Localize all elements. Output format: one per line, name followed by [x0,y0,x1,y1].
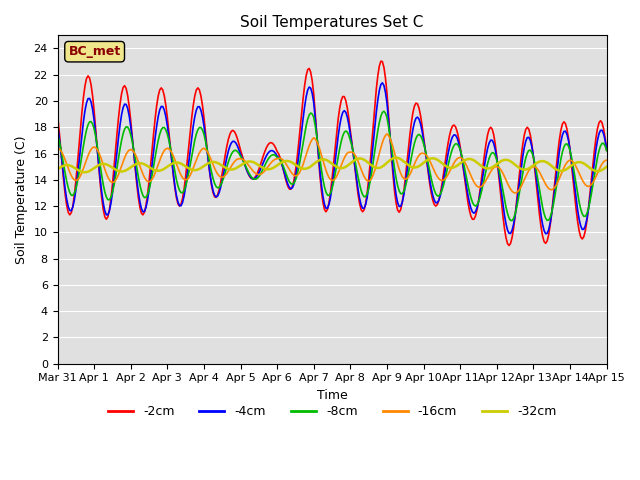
X-axis label: Time: Time [317,389,348,402]
Text: BC_met: BC_met [68,45,121,58]
Title: Soil Temperatures Set C: Soil Temperatures Set C [241,15,424,30]
Y-axis label: Soil Temperature (C): Soil Temperature (C) [15,135,28,264]
Legend: -2cm, -4cm, -8cm, -16cm, -32cm: -2cm, -4cm, -8cm, -16cm, -32cm [103,400,561,423]
